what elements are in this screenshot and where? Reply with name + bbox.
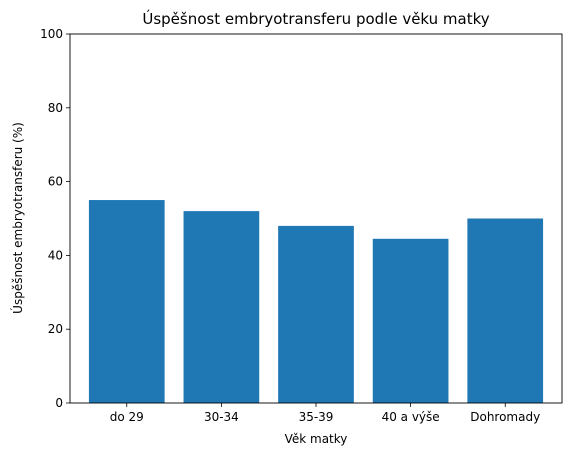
bar-2: [278, 225, 354, 403]
x-tick-label-3: 40 a výše: [382, 410, 440, 424]
y-axis-label: Úspěšnost embryotransferu (%): [10, 122, 25, 314]
y-axis-ticks: 0 20 40 60 80 100: [40, 27, 70, 410]
bars-group: [88, 200, 544, 403]
y-tick-label-3: 60: [48, 175, 63, 189]
bar-4: [467, 218, 544, 403]
x-tick-label-1: 30-34: [204, 410, 239, 424]
chart-title: Úspěšnost embryotransferu podle věku mat…: [142, 9, 489, 28]
x-tick-label-4: Dohromady: [470, 410, 540, 424]
bar-3: [372, 238, 449, 403]
x-tick-label-2: 35-39: [299, 410, 334, 424]
y-tick-label-5: 100: [40, 27, 63, 41]
plot-area-frame: [69, 33, 563, 404]
x-axis-label: Věk matky: [285, 432, 348, 446]
x-axis-ticks: do 29 30-34 35-39 40 a výše Dohromady: [110, 403, 540, 424]
bar-1: [183, 211, 260, 403]
y-tick-label-2: 40: [48, 248, 63, 262]
y-tick-label-4: 80: [48, 101, 63, 115]
bar-0: [88, 200, 165, 403]
x-tick-label-0: do 29: [110, 410, 144, 424]
y-tick-label-1: 20: [48, 322, 63, 336]
y-tick-label-0: 0: [55, 396, 63, 410]
